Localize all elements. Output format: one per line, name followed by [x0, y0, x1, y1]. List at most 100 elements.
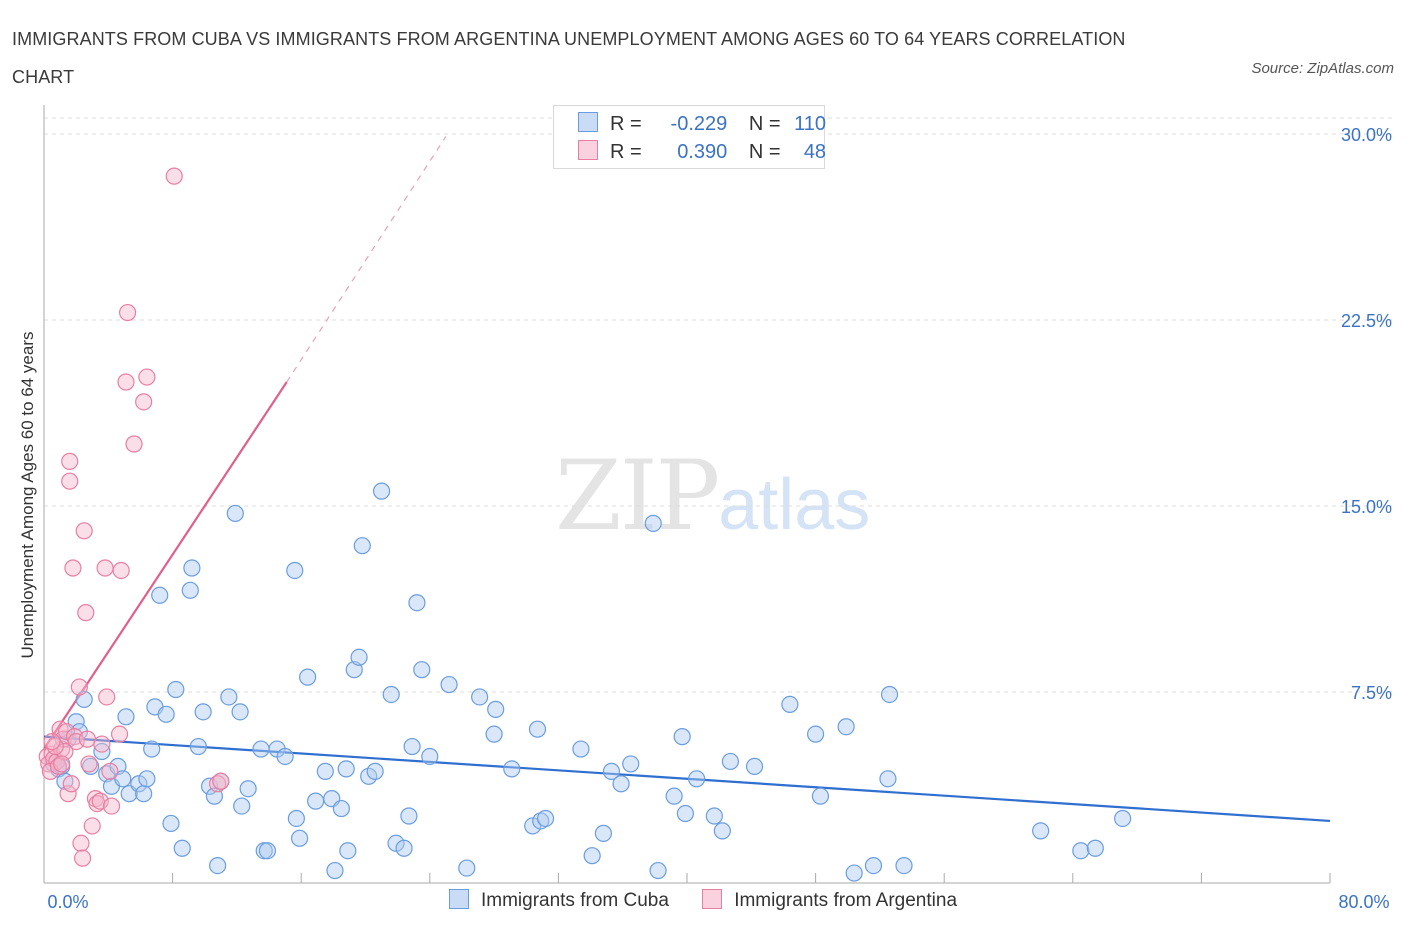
- watermark-atlas: atlas: [718, 465, 871, 545]
- cuba-point: [421, 747, 439, 766]
- legend-r-value: -0.229: [670, 113, 728, 135]
- cuba-point: [276, 747, 294, 766]
- cuba-point: [231, 703, 249, 721]
- cuba-point: [676, 804, 694, 823]
- argentina-point: [209, 775, 227, 793]
- cuba-point: [665, 787, 683, 805]
- cuba-point: [350, 648, 368, 666]
- watermark: ZIPatlas: [555, 440, 870, 552]
- cuba-point: [1114, 809, 1132, 828]
- cuba-point: [471, 688, 489, 706]
- legend-n-label: N =: [748, 113, 781, 135]
- argentina-point: [61, 452, 79, 470]
- cuba-point: [721, 752, 740, 771]
- argentina-point: [98, 688, 116, 706]
- argentina-point: [212, 772, 230, 790]
- cuba-point: [612, 775, 630, 793]
- argentina-point: [135, 393, 153, 411]
- cuba-point: [745, 757, 764, 776]
- argentina-point: [61, 472, 79, 490]
- cuba-point: [337, 760, 355, 778]
- cuba-point: [287, 809, 305, 828]
- cuba-point: [332, 799, 350, 818]
- argentina-trend-line: [43, 381, 288, 750]
- cuba-point: [649, 861, 667, 880]
- argentina-point: [75, 522, 93, 540]
- cuba-point: [583, 847, 601, 865]
- cuba-point: [400, 807, 418, 825]
- grid-lines: [44, 117, 1394, 693]
- argentina-point: [62, 775, 80, 793]
- y-tick-label: 15.0%: [1341, 497, 1392, 517]
- cuba-point: [864, 856, 883, 875]
- argentina-trend-line-extension: [286, 136, 447, 383]
- y-tick-label: 30.0%: [1341, 125, 1392, 145]
- cuba-point: [286, 561, 304, 580]
- cuba-point: [622, 755, 640, 773]
- watermark-zip: ZIP: [555, 440, 720, 552]
- cuba-point: [353, 537, 371, 555]
- argentina-point: [78, 730, 97, 748]
- cuba-point: [879, 770, 897, 788]
- argentina-point: [117, 373, 135, 391]
- argentina-point: [49, 757, 68, 776]
- cuba-point: [503, 760, 521, 778]
- cuba-point: [806, 725, 825, 743]
- cuba-point: [644, 514, 662, 532]
- cuba-point: [114, 770, 132, 788]
- argentina-point: [70, 678, 88, 696]
- cuba-point: [258, 842, 277, 860]
- cuba-point: [1032, 822, 1050, 840]
- legend-row-argentina: R = 0.390 N = 48: [578, 140, 826, 166]
- cuba-point: [194, 703, 212, 721]
- cuba-point: [307, 792, 325, 810]
- argentina-point: [88, 794, 106, 813]
- cuba-point: [528, 720, 547, 738]
- series-legend: Immigrants from Cuba Immigrants from Arg…: [0, 889, 1406, 912]
- argentina-point: [72, 834, 90, 852]
- cuba-point: [688, 770, 706, 788]
- argentina-point: [83, 817, 101, 835]
- legend-swatch-cuba: [448, 889, 469, 909]
- cuba-point: [326, 861, 344, 880]
- cuba-point: [705, 807, 723, 825]
- argentina-point: [53, 755, 71, 773]
- cuba-point: [485, 725, 503, 743]
- cuba-point: [162, 814, 180, 833]
- legend-r-label: R =: [610, 113, 642, 135]
- cuba-point: [366, 762, 384, 780]
- argentina-point: [77, 604, 95, 622]
- cuba-point: [233, 797, 251, 815]
- y-tick-label: 7.5%: [1351, 683, 1392, 703]
- legend-item-argentina[interactable]: Immigrants from Argentina: [702, 889, 957, 912]
- legend-n-value: 110: [794, 113, 827, 135]
- argentina-point: [102, 797, 121, 815]
- cuba-point: [395, 839, 413, 857]
- cuba-point: [602, 762, 621, 780]
- cuba-point: [572, 740, 590, 758]
- argentina-point: [96, 559, 114, 577]
- source-label: Source: ZipAtlas.com: [1251, 60, 1394, 77]
- cuba-point: [845, 864, 863, 882]
- cuba-point: [181, 581, 199, 599]
- cuba-point: [239, 780, 257, 798]
- x-tick-label: 0.0%: [47, 892, 88, 912]
- argentina-point: [93, 735, 111, 753]
- legend-swatch-argentina: [702, 889, 723, 909]
- argentina-point: [125, 435, 143, 453]
- cuba-point: [220, 688, 238, 706]
- x-tick-label: 80.0%: [1338, 892, 1389, 912]
- legend-swatch-argentina: [578, 140, 598, 160]
- cuba-point: [594, 824, 613, 842]
- legend-item-cuba[interactable]: Immigrants from Cuba: [448, 889, 669, 912]
- cuba-point: [403, 737, 421, 756]
- cuba-point: [189, 737, 207, 756]
- cuba-point: [209, 856, 227, 875]
- argentina-point: [64, 559, 82, 577]
- legend-label-argentina: Immigrants from Argentina: [734, 890, 958, 911]
- legend-r-label: R =: [610, 141, 642, 163]
- legend-r-value: 0.390: [677, 141, 728, 163]
- legend-row-cuba: R = -0.229 N = 110: [578, 112, 826, 138]
- argentina-point: [101, 762, 119, 780]
